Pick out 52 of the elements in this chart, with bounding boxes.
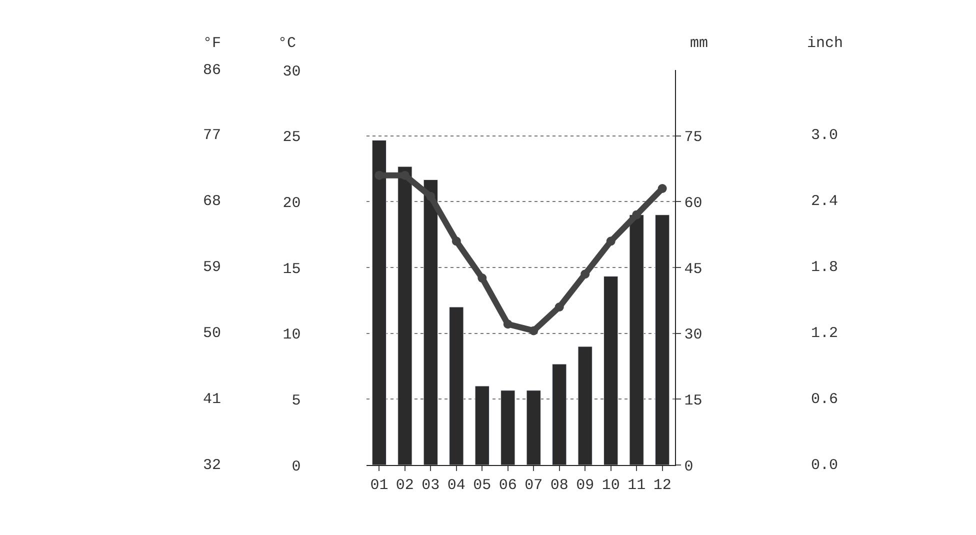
y2-axis-title: mm bbox=[690, 35, 708, 52]
text: 3.0 bbox=[811, 127, 838, 144]
x-tick-label: 01 bbox=[370, 477, 388, 494]
y2-tick-label: 75 bbox=[684, 129, 702, 146]
point bbox=[606, 236, 616, 246]
x-tick-label: 03 bbox=[422, 477, 440, 494]
y-axis-title: °C bbox=[278, 35, 296, 52]
point bbox=[580, 270, 590, 279]
text: 1.2 bbox=[811, 325, 838, 342]
text: 32 bbox=[203, 457, 222, 474]
x-tick-label: 07 bbox=[524, 477, 543, 494]
y-tick-label: 30 bbox=[282, 63, 301, 80]
text: 68 bbox=[203, 193, 222, 210]
text: °F bbox=[203, 35, 222, 52]
point bbox=[529, 326, 538, 336]
x-tick-label: 11 bbox=[628, 477, 646, 494]
point bbox=[554, 302, 564, 312]
text: inch bbox=[807, 35, 844, 52]
point bbox=[632, 210, 642, 220]
point bbox=[426, 192, 436, 201]
text: 86 bbox=[203, 62, 222, 79]
x-tick-label: 09 bbox=[576, 477, 594, 494]
x-tick-label: 04 bbox=[447, 477, 466, 494]
x-tick-label: 05 bbox=[473, 477, 492, 494]
y-tick-label: 10 bbox=[282, 326, 301, 344]
x-tick-label: 08 bbox=[550, 477, 568, 494]
text: 0.0 bbox=[811, 457, 838, 474]
text: 50 bbox=[203, 325, 222, 342]
y-tick-label: 5 bbox=[292, 392, 301, 410]
x-tick-label: 10 bbox=[602, 477, 620, 494]
point bbox=[478, 274, 487, 283]
y-tick-label: 20 bbox=[282, 194, 301, 212]
x-tick-label: 02 bbox=[396, 477, 414, 494]
x-tick-label: 12 bbox=[653, 477, 672, 494]
point bbox=[452, 236, 461, 246]
text: 41 bbox=[203, 391, 222, 408]
y2-tick-label: 15 bbox=[684, 392, 702, 410]
y2-tick-label: 0 bbox=[684, 458, 694, 476]
text: 77 bbox=[203, 127, 222, 144]
y-tick-label: 15 bbox=[282, 260, 301, 278]
y2-tick-label: 30 bbox=[684, 326, 702, 344]
x-tick-label: 06 bbox=[498, 477, 517, 494]
y-tick-label: 0 bbox=[292, 458, 301, 476]
point bbox=[658, 184, 667, 193]
y-tick-label: 25 bbox=[282, 129, 301, 146]
y2-tick-label: 60 bbox=[684, 194, 702, 212]
text: 2.4 bbox=[811, 193, 838, 210]
text: 1.8 bbox=[811, 259, 838, 276]
text: 0.6 bbox=[811, 391, 838, 408]
point bbox=[503, 320, 512, 329]
text: 59 bbox=[203, 259, 222, 276]
y2-tick-label: 45 bbox=[684, 260, 702, 278]
